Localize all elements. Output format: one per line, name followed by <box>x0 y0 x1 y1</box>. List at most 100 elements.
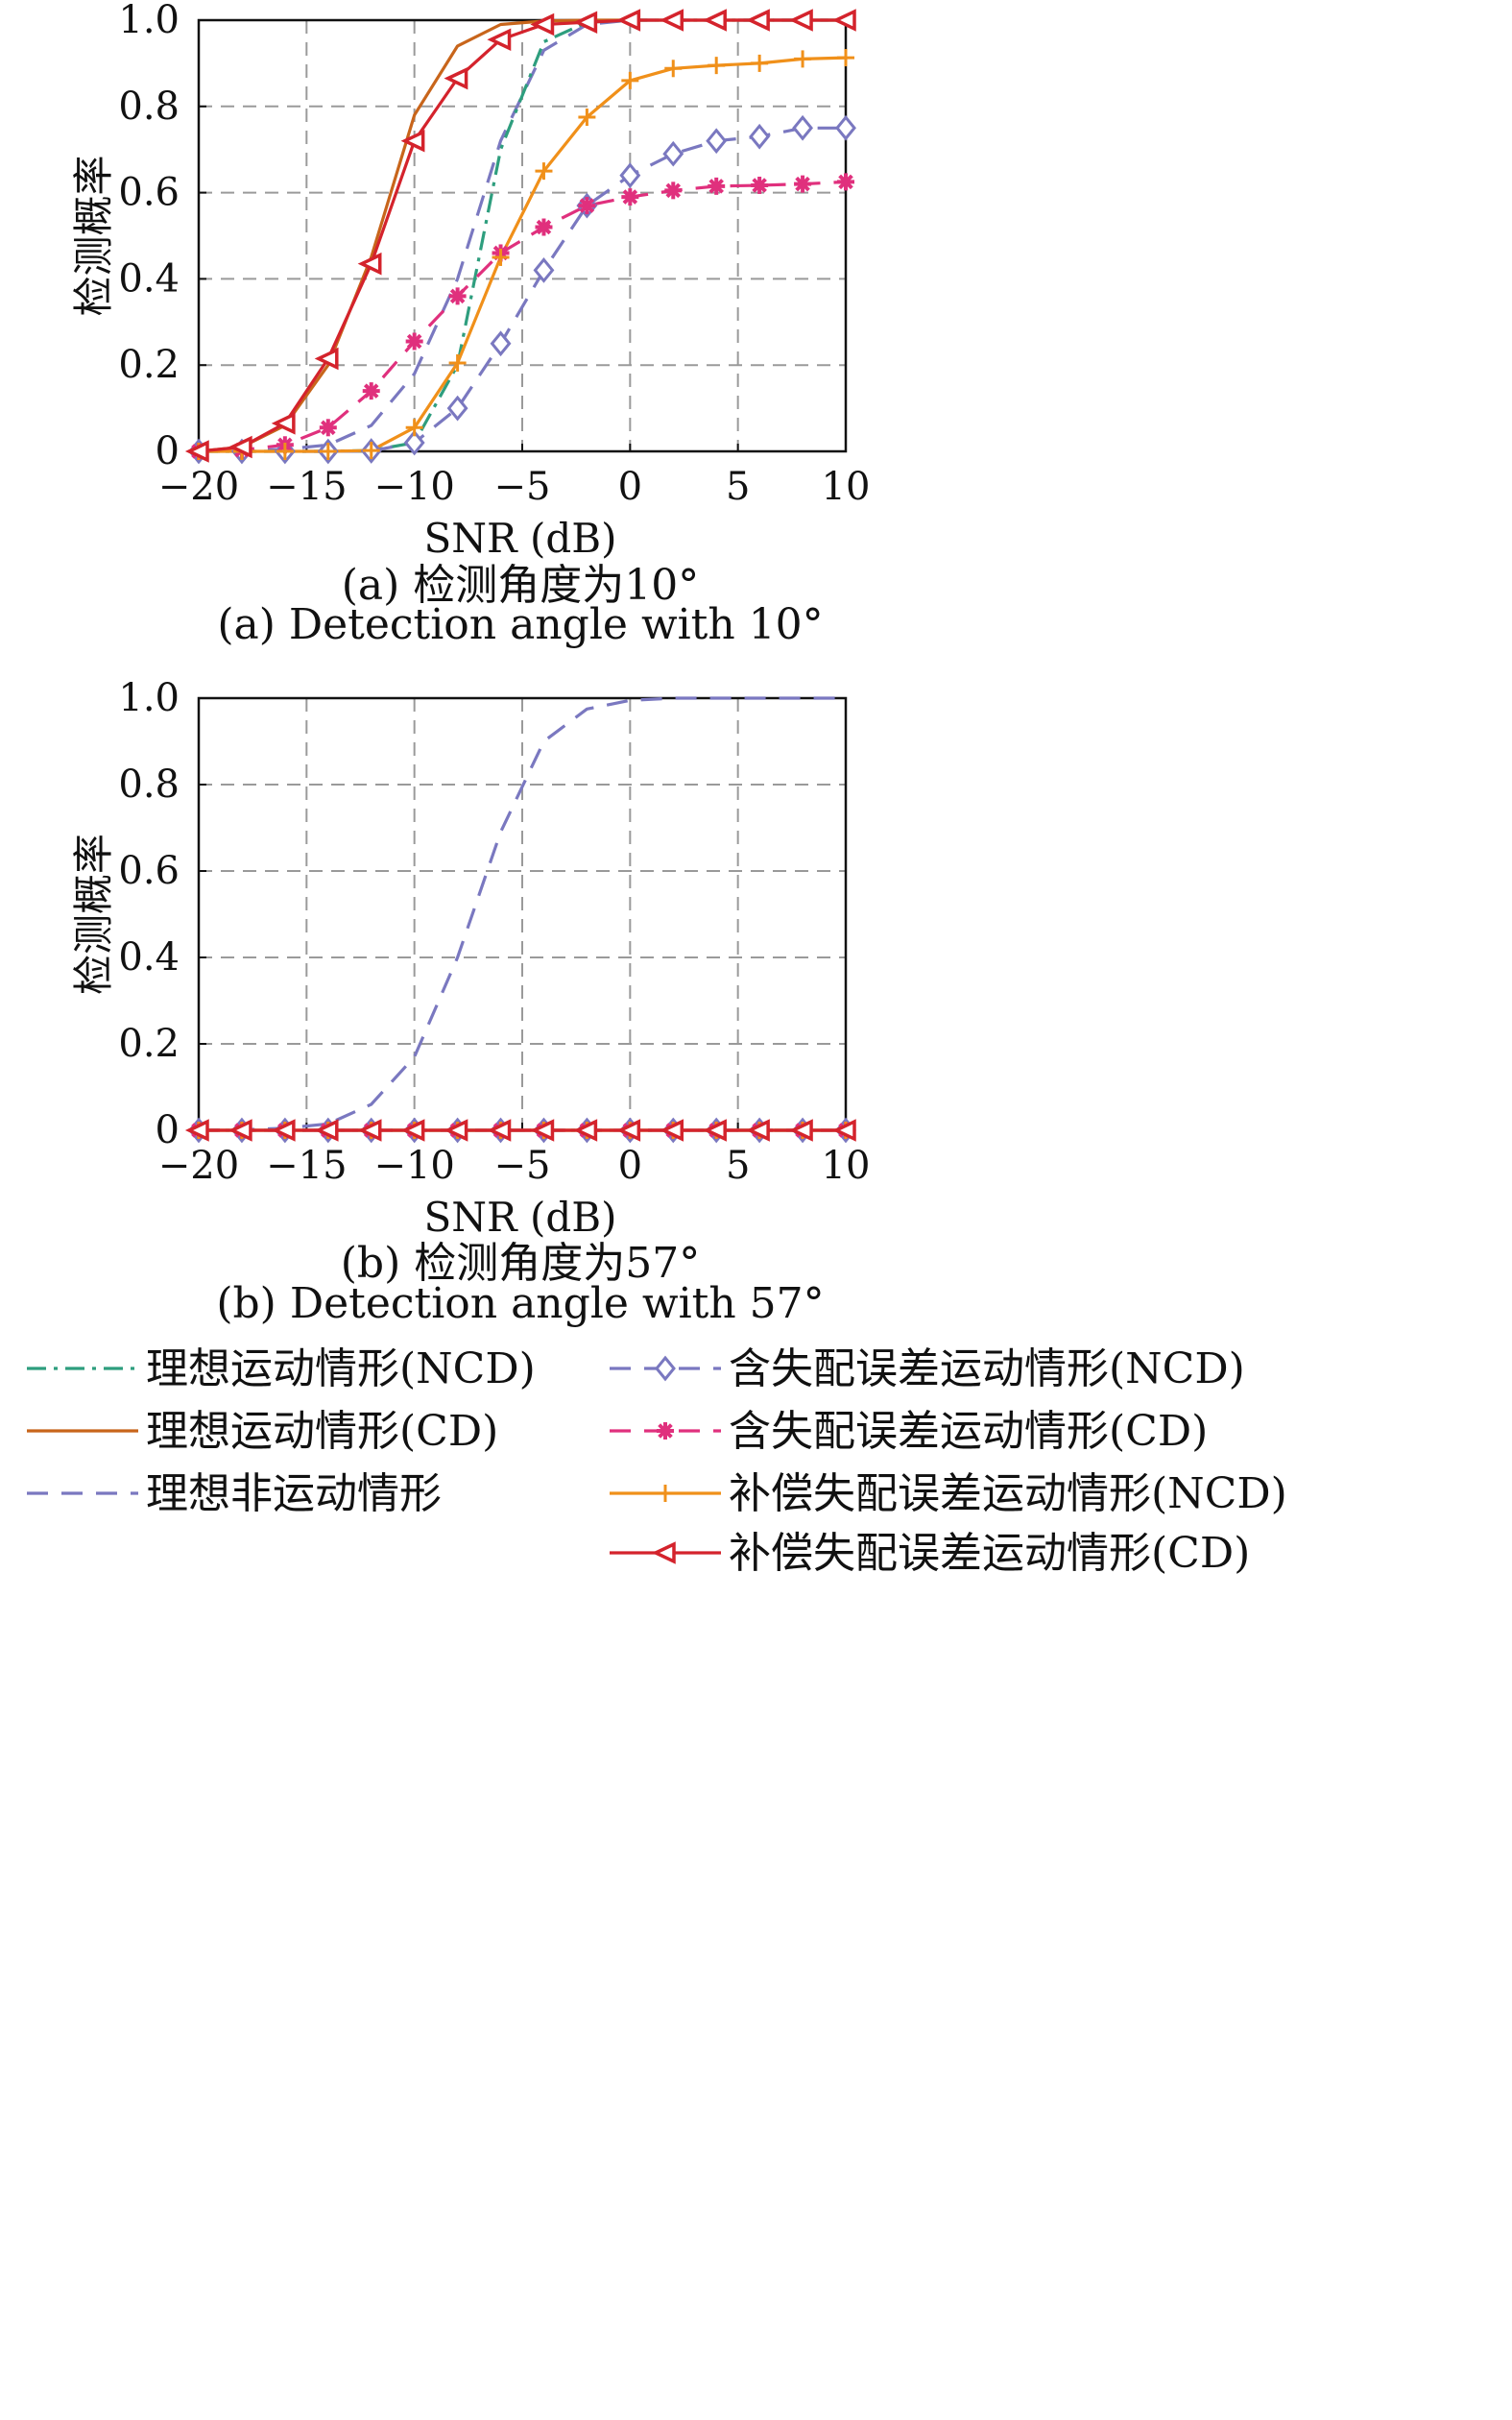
data-point <box>448 287 467 305</box>
series-line <box>198 696 846 1132</box>
legend: 理想运动情形(NCD) 含失配误差运动情形(NCD) 理想运动情形(CD) 含失配误差… <box>27 1344 1287 1578</box>
x-tick-label: −10 <box>373 465 454 509</box>
legend-item: 含失配误差运动情形(NCD) <box>610 1344 1245 1393</box>
data-point <box>573 1119 598 1142</box>
data-point <box>400 129 425 153</box>
x-axis-label: SNR (dB) <box>423 515 616 562</box>
caption-cn: (a) 检测角度为10° <box>342 561 700 610</box>
x-axis-label: SNR (dB) <box>423 1194 616 1241</box>
x-tick-label: −20 <box>158 1144 239 1188</box>
data-point <box>184 440 209 463</box>
series-markers <box>184 9 856 463</box>
data-point <box>835 114 856 141</box>
data-point <box>794 50 812 68</box>
x-tick-label: 5 <box>726 1144 750 1188</box>
y-tick-label: 0 <box>156 1108 180 1152</box>
legend-label: 补偿失配误差运动情形(CD) <box>729 1529 1250 1578</box>
x-tick-label: 0 <box>618 1144 642 1188</box>
data-point <box>619 162 641 189</box>
y-tick-label: 1.0 <box>118 0 180 42</box>
data-point <box>751 176 769 194</box>
x-tick-label: −10 <box>373 1144 454 1188</box>
data-point <box>319 419 337 437</box>
data-point <box>400 1119 425 1142</box>
legend-marker <box>657 1422 674 1440</box>
data-point <box>578 197 596 215</box>
data-point <box>616 1119 641 1142</box>
data-point <box>319 443 337 460</box>
data-point <box>837 173 854 191</box>
data-point <box>357 252 382 276</box>
series-markers <box>184 1119 856 1142</box>
y-axis-label: 检测概率 <box>70 834 117 995</box>
series-line <box>198 18 846 453</box>
data-point <box>362 442 380 460</box>
data-point <box>660 9 684 32</box>
x-tick-label: 5 <box>726 465 750 509</box>
legend-label: 含失配误差运动情形(NCD) <box>729 1344 1245 1393</box>
legend-item: 理想运动情形(CD) <box>27 1407 498 1456</box>
data-point <box>487 28 512 51</box>
data-point <box>444 1119 468 1142</box>
data-point <box>492 248 510 266</box>
data-point <box>746 9 770 32</box>
data-point <box>708 57 726 75</box>
x-tick-label: −15 <box>266 1144 347 1188</box>
chart-panel-a: −20 −15 −10 −5 0 5 10 0 0.2 0.4 0.6 0.8 1.0 SNR (dB) 检… <box>70 0 870 649</box>
data-point <box>271 412 296 435</box>
legend-label: 理想运动情形(NCD) <box>146 1344 536 1393</box>
data-point <box>228 435 252 459</box>
data-point <box>664 60 683 78</box>
legend-marker <box>651 1541 676 1564</box>
y-tick-label: 1.0 <box>118 676 180 720</box>
data-point <box>228 1119 252 1142</box>
plot-frame <box>197 696 848 1132</box>
x-tick-label: −15 <box>266 465 347 509</box>
chart-panel-b: −20 −15 −10 −5 0 5 10 0 0.2 0.4 0.6 0.8 1.0 SNR (dB) 检… <box>70 676 870 1328</box>
legend-item: 理想运动情形(NCD) <box>27 1344 536 1393</box>
data-point <box>621 188 639 206</box>
data-point <box>314 1119 339 1142</box>
legend-marker <box>657 1485 674 1502</box>
caption-cn: (b) 检测角度为57° <box>341 1239 700 1288</box>
data-point <box>357 1119 382 1142</box>
data-point <box>535 218 553 236</box>
y-tick-label: 0 <box>156 429 180 473</box>
x-tick-label: −5 <box>494 1144 551 1188</box>
caption-en: (b) Detection angle with 57° <box>216 1279 824 1328</box>
data-point <box>535 162 553 181</box>
series-line <box>198 18 846 453</box>
legend-item: 理想非运动情形 <box>27 1469 442 1518</box>
data-point <box>746 1119 770 1142</box>
data-point <box>621 71 639 89</box>
data-point <box>578 109 596 127</box>
y-tick-label: 0.6 <box>118 849 180 893</box>
legend-item: 补偿失配误差运动情形(NCD) <box>610 1469 1287 1518</box>
legend-label: 理想运动情形(CD) <box>146 1407 498 1456</box>
y-tick-label: 0.8 <box>118 85 180 129</box>
data-point <box>276 443 294 460</box>
x-tick-label: 0 <box>618 465 642 509</box>
series-line <box>198 180 847 453</box>
data-point <box>444 66 468 90</box>
legend-label: 含失配误差运动情形(CD) <box>729 1407 1208 1456</box>
legend-label: 理想非运动情形 <box>146 1469 442 1518</box>
data-point <box>405 419 423 437</box>
data-point <box>616 9 641 32</box>
data-point <box>184 1119 209 1142</box>
data-point <box>749 123 771 150</box>
data-point <box>792 114 814 141</box>
data-point <box>314 347 339 371</box>
y-axis-label: 检测概率 <box>70 155 117 316</box>
data-point <box>530 12 555 36</box>
series-markers <box>190 49 854 460</box>
data-point <box>703 1119 727 1142</box>
data-point <box>362 382 380 400</box>
x-tick-label: 10 <box>822 465 871 509</box>
data-point <box>664 182 683 200</box>
x-tick-label: 10 <box>822 1144 871 1188</box>
y-tick-label: 0.4 <box>118 935 180 980</box>
data-point <box>403 429 425 456</box>
x-tick-label: −20 <box>158 465 239 509</box>
